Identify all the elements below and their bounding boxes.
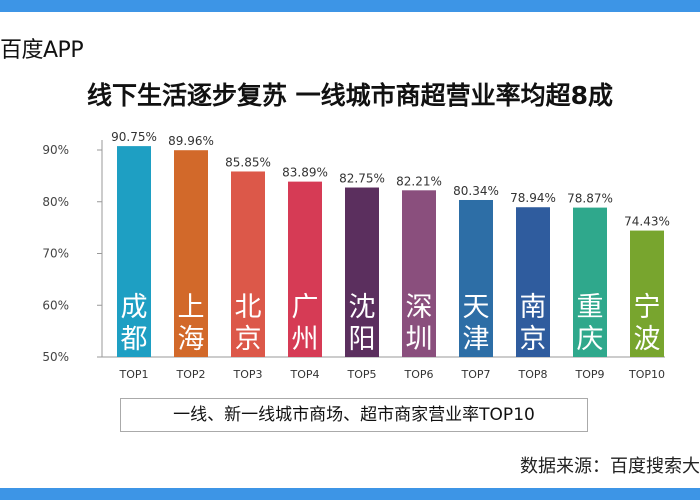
bar-city-label: 京: [520, 324, 547, 355]
x-tick-label: TOP10: [628, 368, 665, 381]
chart-headline: 线下生活逐步复苏 一线城市商超营业率均超8成: [86, 81, 614, 110]
y-tick-label: 70%: [42, 247, 69, 261]
data-label: 78.94%: [510, 191, 556, 205]
bar: [231, 171, 265, 357]
x-tick-label: TOP6: [403, 368, 433, 381]
bar-city-label: 南: [520, 292, 547, 323]
data-label: 82.75%: [339, 172, 385, 186]
data-label: 89.96%: [168, 134, 214, 148]
bar-city-label: 圳: [406, 324, 433, 355]
bar-city-label: 成: [121, 292, 148, 323]
y-tick-label: 60%: [42, 298, 69, 312]
bar: [117, 146, 151, 357]
bar: [573, 207, 607, 357]
bar-city-label: 海: [178, 324, 205, 355]
bar-city-label: 天: [463, 292, 490, 323]
bar-city-label: 北: [235, 292, 262, 323]
x-tick-label: TOP2: [175, 368, 205, 381]
top-accent-bar: [0, 0, 700, 12]
bar: [345, 187, 379, 357]
x-tick-label: TOP1: [118, 368, 148, 381]
x-tick-label: TOP3: [232, 368, 262, 381]
chart-caption: 一线、新一线城市商场、超市商家营业率TOP10: [120, 398, 588, 432]
data-label: 83.89%: [282, 166, 328, 180]
bar-city-label: 沈: [349, 292, 376, 323]
x-tick-label: TOP9: [574, 368, 604, 381]
data-label: 74.43%: [624, 215, 670, 229]
data-label: 78.87%: [567, 192, 613, 206]
bar-city-label: 州: [292, 324, 319, 355]
bar-city-label: 深: [406, 292, 433, 323]
bar: [288, 181, 322, 357]
data-label: 82.21%: [396, 174, 442, 188]
bar-city-label: 京: [235, 324, 262, 355]
bottom-accent-bar: [0, 488, 700, 500]
bar-city-label: 重: [577, 292, 604, 323]
data-label: 85.85%: [225, 155, 271, 169]
x-tick-label: TOP7: [460, 368, 490, 381]
bar-city-label: 都: [121, 324, 148, 355]
data-source: 数据来源：百度搜索大: [520, 456, 700, 477]
y-tick-label: 50%: [42, 350, 69, 364]
bar-city-label: 庆: [577, 324, 604, 355]
bar: [402, 190, 436, 357]
bar: [630, 230, 664, 357]
bar-city-label: 广: [292, 292, 319, 323]
data-label: 80.34%: [453, 184, 499, 198]
bar-city-label: 宁: [634, 292, 661, 323]
x-tick-label: TOP4: [289, 368, 319, 381]
bar-city-label: 阳: [349, 324, 376, 355]
bar: [459, 199, 493, 357]
bar-city-label: 波: [634, 324, 661, 355]
bar: [174, 150, 208, 357]
data-label: 90.75%: [111, 130, 157, 144]
app-name: 百度APP: [0, 38, 84, 63]
bar-city-label: 津: [463, 324, 490, 355]
y-tick-label: 80%: [42, 195, 69, 209]
bar-city-label: 上: [178, 292, 205, 323]
y-tick-label: 90%: [42, 143, 69, 157]
x-tick-label: TOP8: [517, 368, 547, 381]
x-tick-label: TOP5: [346, 368, 376, 381]
bar: [516, 207, 550, 357]
